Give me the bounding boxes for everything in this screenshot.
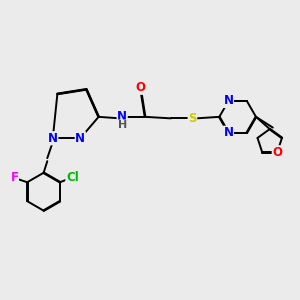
Text: S: S (188, 112, 197, 125)
Text: N: N (224, 94, 233, 107)
Text: N: N (75, 132, 85, 145)
Text: Cl: Cl (66, 171, 79, 184)
Text: N: N (117, 110, 127, 123)
Text: N: N (224, 126, 233, 139)
Text: O: O (272, 146, 282, 159)
Text: O: O (135, 81, 145, 94)
Text: N: N (48, 132, 58, 145)
Text: H: H (118, 120, 127, 130)
Text: F: F (11, 171, 18, 184)
